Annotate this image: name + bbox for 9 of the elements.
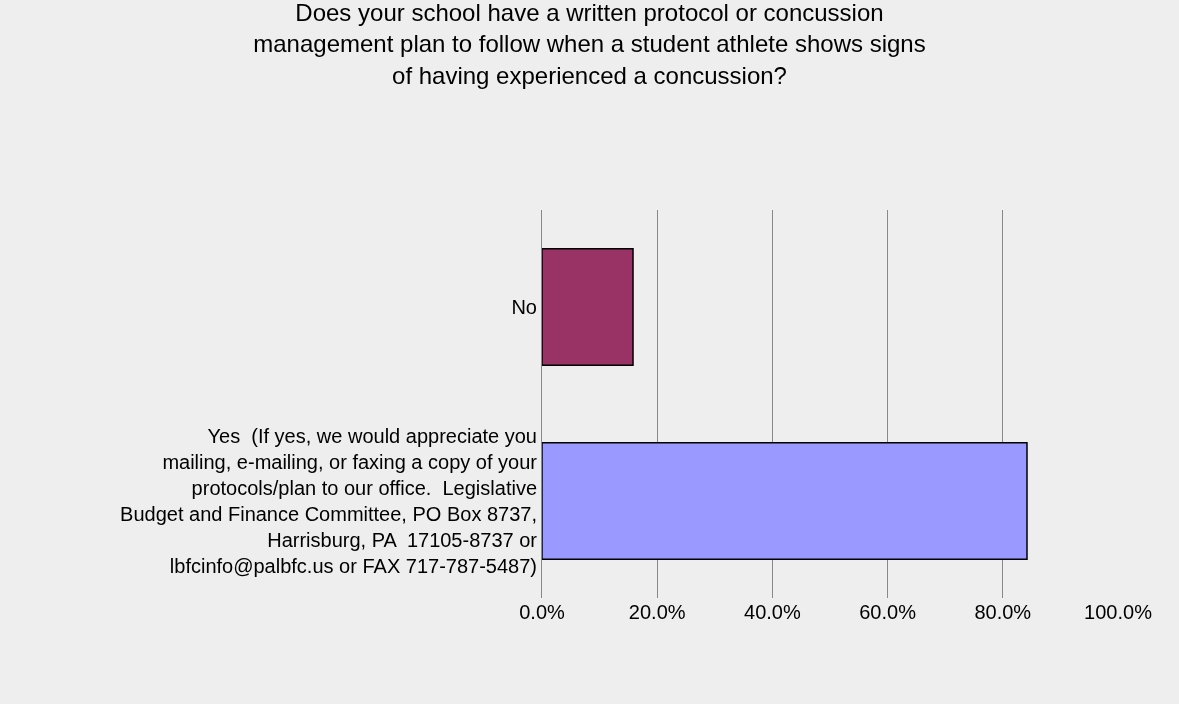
x-tick-label: 20.0% [628, 601, 686, 623]
x-tick-label: 100.0% [1084, 601, 1153, 623]
x-tick-label: 80.0% [974, 601, 1032, 623]
y-tick-label: Yes (If yes, we would appreciate you mailing, e-mailing, or faxing a copy of your protocols/plan to our office. Legislative Budget and Finance Committee, PO Box 8737, Harrisburg, PA 17105-8737 or lbfcinfo@palbfc.us or FAX 717-787-5487) [120, 425, 538, 577]
x-tick-label: 40.0% [744, 601, 801, 623]
y-tick-label: No [511, 296, 537, 318]
x-tick-label: 60.0% [859, 601, 917, 623]
chart-title: Does your school have a written protocol or concussion management plan to follow when a student athlete shows signs of having experienced a concussion? [253, 0, 926, 89]
x-tick-label: 0.0% [519, 601, 566, 623]
